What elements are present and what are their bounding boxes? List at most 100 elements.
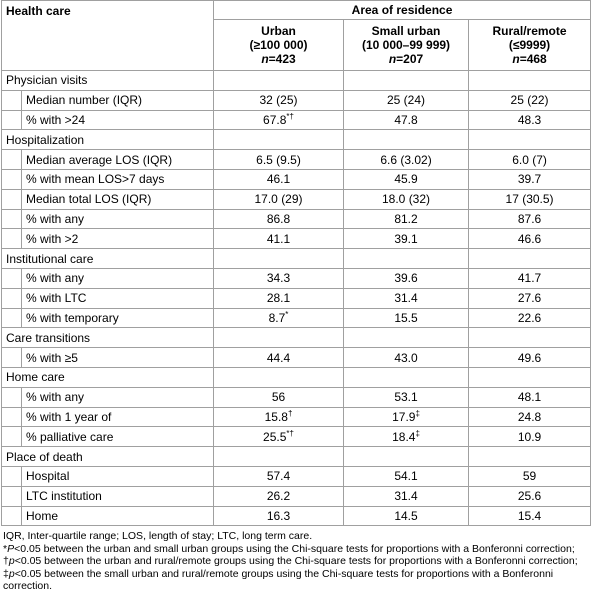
row-header: Health care [0,0,215,71]
value-cell: 67.8*† [213,109,345,131]
indent-cell [1,287,22,309]
value-cell: 56 [213,386,345,408]
value-cell: 22.6 [468,307,591,329]
value-cell: 18.0 (32) [343,188,470,210]
value-cell: 17.0 (29) [213,188,345,210]
section-label: Care transitions [0,327,215,349]
indent-cell [1,386,22,408]
value-cell: 14.5 [343,505,470,527]
table-row: LTC institution 26.2 31.4 25.6 [1,485,591,507]
value-cell: 39.7 [468,168,591,190]
value-cell: 25.6 [468,485,591,507]
indent-cell [1,208,22,230]
row-label: % with any [20,208,215,230]
row-label: % with temporary [20,307,215,329]
indent-cell [1,188,22,210]
empty-cell [213,70,345,91]
indent-cell [1,109,22,131]
footnote-text: <0.05 between the urban and small urban … [3,542,575,568]
value-cell: 41.1 [213,228,345,250]
footnote-text: IQR, Inter-quartile range; LOS, length o… [3,530,313,543]
value-cell: 27.6 [468,287,591,309]
empty-cell [468,70,591,91]
section-label: Hospitalization [0,129,215,151]
value-cell: 8.7* [213,307,345,329]
empty-cell [343,248,470,269]
footnote: IQR, Inter-quartile range; LOS, length o… [3,530,588,543]
footnote-mark: ‡ [415,428,420,438]
n-symbol: n [512,52,520,66]
table-row: % with 1 year of 15.8† 17.9‡ 24.8 [1,406,591,428]
value-cell: 41.7 [468,267,591,289]
footnote-mark: ‡ [415,408,420,418]
italic-symbol: p [8,567,15,580]
group-header: Area of residence [213,0,591,20]
value-text: 67.8 [263,112,287,127]
row-label: % with LTC [20,287,215,309]
indent-cell [1,505,22,527]
footnote-text: <0.05 between the small urban and rural/… [3,567,554,593]
footnote-text: <0.05 between the urban and rural/remote… [3,555,578,580]
table-row: % with >2 41.1 39.1 46.6 [1,228,591,250]
footnote-mark: *† [286,111,294,121]
footnote: *P<0.05 between the urban and small urba… [3,543,588,593]
column-range: (≥100 000) [249,38,308,52]
column-header: Rural/remote (≤9999) n=468 [468,19,591,71]
table-row: Median average LOS (IQR) 6.5 (9.5) 6.6 (3.… [1,149,591,170]
value-cell: 53.1 [343,386,470,408]
value-cell: 34.3 [213,267,345,289]
value-cell: 25 (24) [343,89,470,111]
empty-cell [468,327,591,349]
column-name: Urban [261,24,296,38]
indent-cell [1,89,22,111]
value-cell: 43.0 [343,347,470,368]
empty-cell [468,366,591,388]
section-label: Home care [0,366,215,388]
section-label: Institutional care [0,248,215,269]
table-row: Care transitions [0,327,591,349]
indent-cell [1,406,22,428]
table-row: % with any 34.3 39.6 41.7 [1,267,591,289]
value-cell: 59 [468,465,591,487]
indent-cell [1,347,22,368]
footnote-mark: *† [286,428,294,438]
value-cell: 31.4 [343,485,470,507]
row-label: Home [20,505,215,527]
section-label: Physician visits [0,70,215,91]
indent-cell [1,149,22,170]
n-count: =207 [396,52,424,66]
indent-cell [1,465,22,487]
value-text: 8.7 [268,310,286,325]
row-label: % with ≥5 [20,347,215,368]
n-symbol: n [261,52,269,66]
value-cell: 48.1 [468,386,591,408]
indent-cell [1,228,22,250]
row-label: Median total LOS (IQR) [20,188,215,210]
table-row: % with ≥5 44.4 43.0 49.6 [1,347,591,368]
table-row: Home care [0,366,591,388]
row-label: LTC institution [20,485,215,507]
value-cell: 31.4 [343,287,470,309]
value-cell: 86.8 [213,208,345,230]
value-cell: 45.9 [343,168,470,190]
table-row: Median total LOS (IQR) 17.0 (29) 18.0 (32)… [1,188,591,210]
value-text: 15.8 [264,409,288,424]
value-cell: 57.4 [213,465,345,487]
table-row: % with mean LOS>7 days 46.1 45.9 39.7 [1,168,591,190]
empty-cell [213,129,345,151]
empty-cell [468,446,591,467]
italic-symbol: p [8,555,15,568]
value-cell: 81.2 [343,208,470,230]
empty-cell [343,327,470,349]
value-text: 25.5 [263,429,287,444]
empty-cell [213,248,345,269]
table-row: Home 16.3 14.5 15.4 [1,505,591,527]
table-row: % with >24 67.8*† 47.8 48.3 [1,109,591,131]
value-cell: 39.1 [343,228,470,250]
value-text: 17.9 [392,409,416,424]
n-count: =468 [519,52,547,66]
empty-cell [343,129,470,151]
n-symbol: n [388,52,397,66]
table-row: % with temporary 8.7* 15.5 22.6 [1,307,591,329]
value-cell: 10.9 [468,426,591,448]
